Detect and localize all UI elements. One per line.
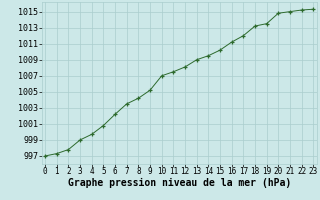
X-axis label: Graphe pression niveau de la mer (hPa): Graphe pression niveau de la mer (hPa) [68, 178, 291, 188]
